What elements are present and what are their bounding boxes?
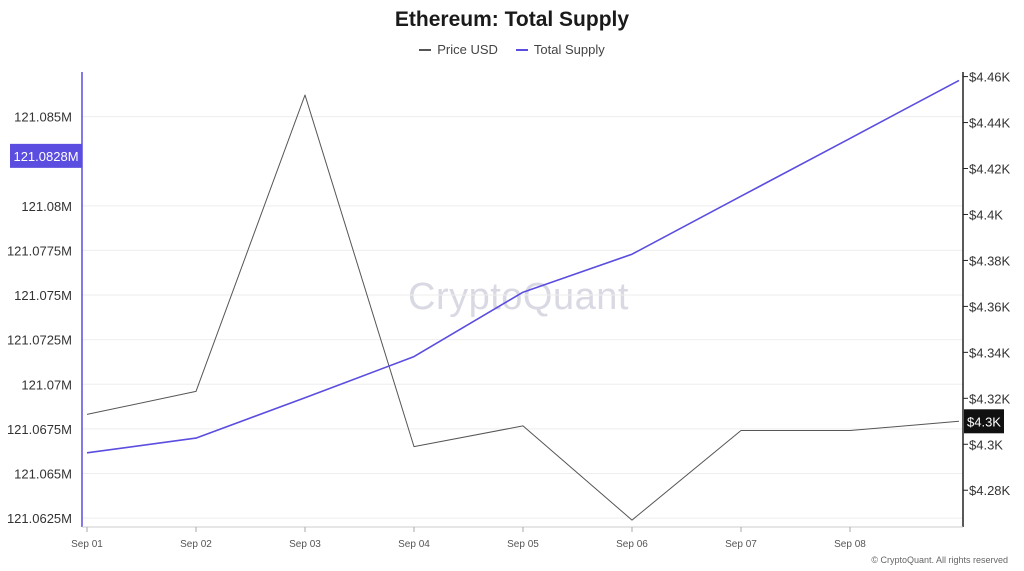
left-axis-highlight-label: 121.0828M: [13, 149, 78, 164]
x-tick-label: Sep 02: [180, 539, 212, 550]
left-tick-label: 121.065M: [14, 466, 72, 481]
right-tick-label: $4.4K: [969, 207, 1003, 222]
left-axis-highlight-badge: [10, 143, 82, 168]
gridlines: [82, 116, 963, 519]
right-tick-label: $4.32K: [969, 391, 1011, 406]
left-tick-label: 121.0675M: [7, 422, 72, 437]
right-tick-label: $4.38K: [969, 253, 1011, 268]
x-tick-label: Sep 06: [616, 539, 648, 550]
left-tick-label: 121.0625M: [7, 511, 72, 526]
legend-item-total-supply[interactable]: Total Supply: [515, 42, 605, 57]
right-tick-label: $4.42K: [969, 162, 1011, 177]
right-tick-label: $4.28K: [969, 483, 1011, 498]
chart-title: Ethereum: Total Supply: [394, 8, 630, 31]
copyright-text: © CryptoQuant. All rights reserved: [871, 555, 1008, 565]
series-line-total-supply: [86, 79, 960, 454]
x-axis: Sep 01 Sep 02 Sep 03 Sep 04 Sep 05 Sep 06 Sep …: [71, 526, 963, 550]
legend-item-price-usd[interactable]: Price USD: [419, 42, 498, 57]
left-tick-label: 121.07M: [21, 377, 72, 392]
left-tick-label: 121.08M: [21, 199, 72, 214]
legend: Price USD Total Supply: [0, 42, 1024, 57]
right-tick-label: $4.3K: [969, 437, 1003, 452]
left-tick-label: 121.085M: [14, 110, 72, 125]
right-axis-highlight-label: $4.3K: [967, 414, 1001, 429]
series-lines: [86, 79, 960, 521]
right-tick-label: $4.34K: [969, 345, 1011, 360]
x-tick-label: Sep 01: [71, 539, 103, 550]
x-tick-label: Sep 04: [398, 539, 430, 550]
legend-label-price-usd: Price USD: [437, 42, 498, 57]
left-tick-label: 121.075M: [14, 288, 72, 303]
right-axis: $4.28K $4.3K $4.32K $4.34K $4.36K $4.38K $4.4K…: [962, 70, 1011, 527]
axis-highlights: 121.0828M $4.3K: [10, 143, 1004, 434]
legend-swatch-total-supply: [515, 48, 528, 51]
legend-swatch-price-usd: [419, 48, 432, 51]
watermark: CryptoQuant: [408, 276, 629, 318]
x-tick-label: Sep 05: [507, 539, 539, 550]
x-tick-label: Sep 08: [834, 539, 866, 550]
right-axis-highlight-badge: [964, 409, 1004, 434]
right-tick-label: $4.44K: [969, 116, 1011, 131]
right-tick-label: $4.46K: [969, 70, 1011, 85]
legend-label-total-supply: Total Supply: [533, 42, 605, 57]
series-line-price-usd: [86, 94, 960, 521]
x-tick-label: Sep 07: [725, 539, 757, 550]
left-axis: 121.0625M 121.065M 121.0675M 121.07M 121.072…: [7, 72, 83, 527]
right-tick-label: $4.36K: [969, 299, 1011, 314]
x-tick-label: Sep 03: [289, 539, 321, 550]
left-tick-label: 121.0775M: [7, 243, 72, 258]
left-tick-label: 121.0725M: [7, 333, 72, 348]
